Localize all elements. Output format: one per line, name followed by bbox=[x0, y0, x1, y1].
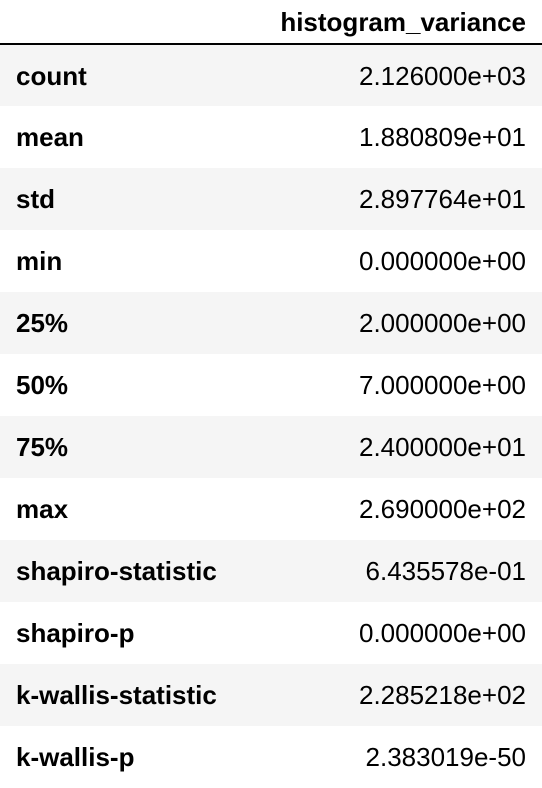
row-label: k-wallis-p bbox=[16, 742, 135, 772]
row-label: max bbox=[16, 494, 69, 524]
row-value: 2.400000e+01 bbox=[358, 432, 526, 462]
table-row: 50% 7.000000e+00 bbox=[0, 354, 542, 416]
row-value: 2.897764e+01 bbox=[358, 184, 526, 214]
table-row: shapiro-p 0.000000e+00 bbox=[0, 602, 542, 664]
table-row: std 2.897764e+01 bbox=[0, 168, 542, 230]
table-row: mean 1.880809e+01 bbox=[0, 106, 542, 168]
row-value: 2.690000e+02 bbox=[358, 494, 526, 524]
row-label: count bbox=[16, 60, 87, 91]
table-row: 75% 2.400000e+01 bbox=[0, 416, 542, 478]
row-value: 2.126000e+03 bbox=[358, 60, 526, 91]
row-value: 2.285218e+02 bbox=[358, 680, 526, 710]
table-row: k-wallis-statistic 2.285218e+02 bbox=[0, 664, 542, 726]
table-row: max 2.690000e+02 bbox=[0, 478, 542, 540]
row-value: 1.880809e+01 bbox=[358, 122, 526, 152]
table-row: shapiro-statistic 6.435578e-01 bbox=[0, 540, 542, 602]
table-header-row: histogram_variance bbox=[0, 0, 542, 45]
table-row: k-wallis-p 2.383019e-50 bbox=[0, 726, 542, 788]
row-value: 2.000000e+00 bbox=[358, 308, 526, 338]
table-row: min 0.000000e+00 bbox=[0, 230, 542, 292]
row-label: 75% bbox=[16, 432, 69, 462]
column-header-histogram-variance: histogram_variance bbox=[260, 0, 542, 45]
index-header-cell bbox=[0, 0, 260, 45]
table-row: 25% 2.000000e+00 bbox=[0, 292, 542, 354]
row-value: 0.000000e+00 bbox=[358, 246, 526, 276]
row-value: 6.435578e-01 bbox=[365, 556, 526, 586]
row-label: shapiro-statistic bbox=[16, 556, 217, 586]
row-label: shapiro-p bbox=[16, 618, 135, 648]
row-label: std bbox=[16, 184, 55, 214]
row-value: 7.000000e+00 bbox=[358, 370, 526, 400]
row-label: k-wallis-statistic bbox=[16, 680, 217, 710]
row-value: 0.000000e+00 bbox=[358, 618, 526, 648]
row-label: mean bbox=[16, 122, 84, 152]
row-label: min bbox=[16, 246, 63, 276]
table-row: count 2.126000e+03 bbox=[0, 44, 542, 106]
row-label: 25% bbox=[16, 308, 69, 338]
row-value: 2.383019e-50 bbox=[365, 742, 526, 772]
row-label: 50% bbox=[16, 370, 69, 400]
